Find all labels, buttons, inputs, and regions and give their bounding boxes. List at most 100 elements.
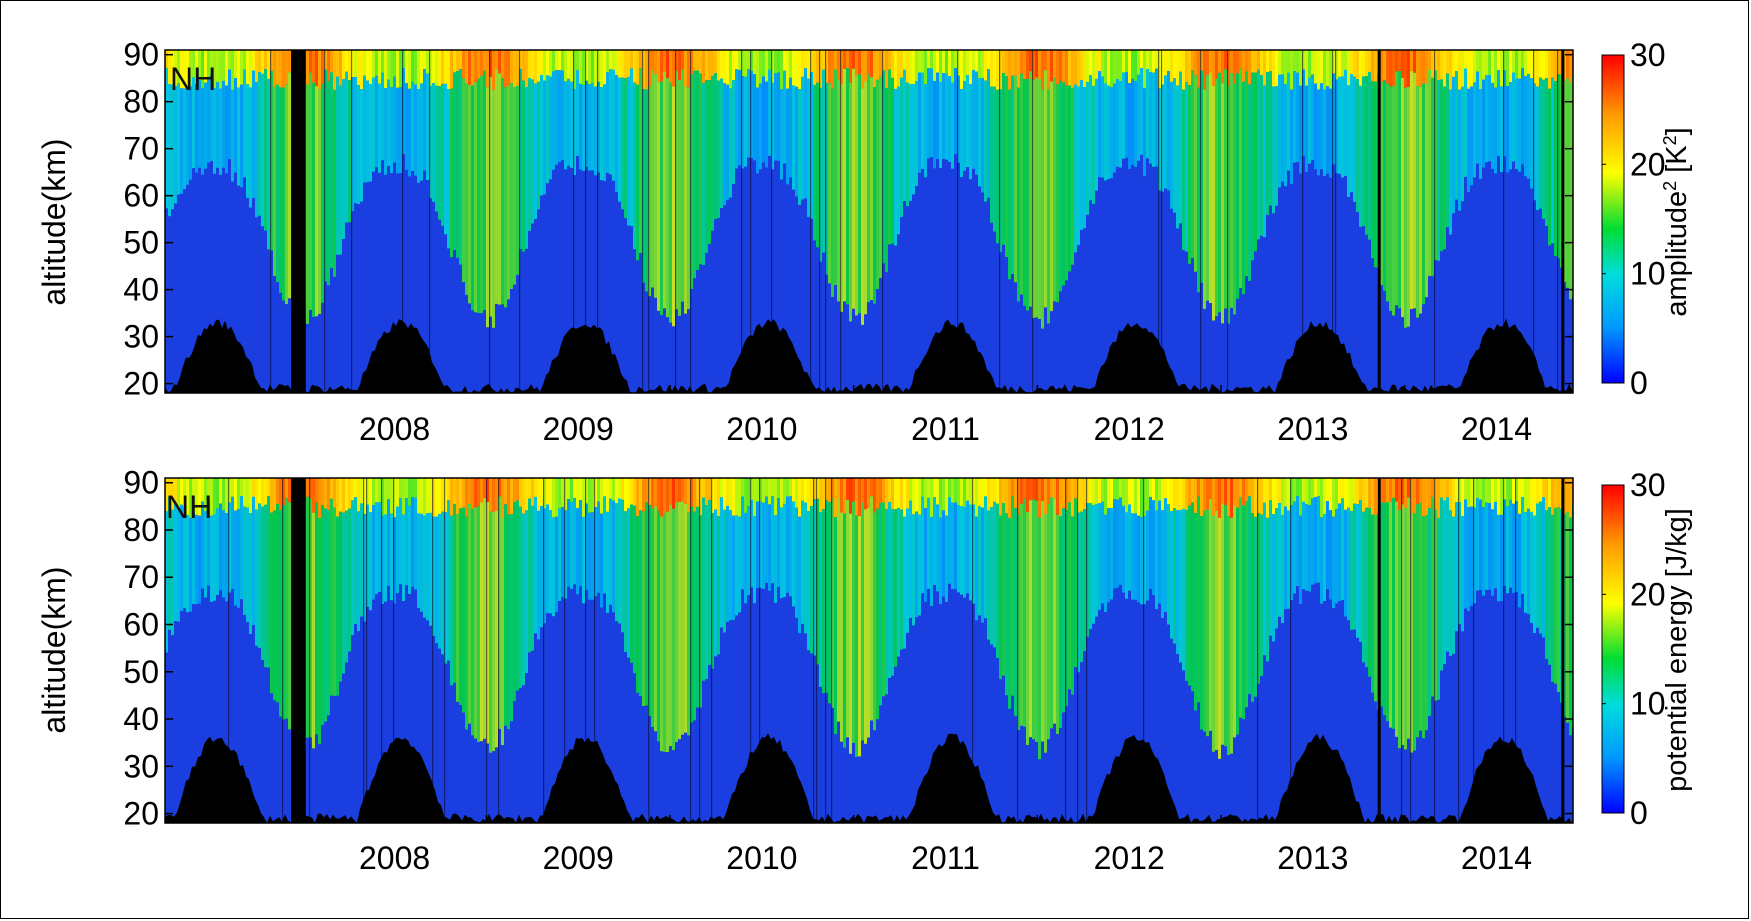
heatmap-cell <box>312 478 315 513</box>
heatmap-cell <box>414 497 417 590</box>
heatmap-cell <box>954 478 957 503</box>
heatmap-cell <box>783 478 786 504</box>
x-tick-label: 2011 <box>911 840 980 876</box>
heatmap-cell <box>1485 478 1488 503</box>
heatmap-cell <box>525 510 528 673</box>
heatmap-cell <box>1383 80 1386 291</box>
heatmap-cell <box>1470 478 1473 507</box>
heatmap-cell <box>948 76 951 162</box>
heatmap-cell <box>840 83 843 312</box>
heatmap-cell <box>1110 87 1113 179</box>
heatmap-cell <box>603 496 606 594</box>
heatmap-cell <box>522 50 525 81</box>
heatmap-cell <box>804 50 807 69</box>
heatmap-cell <box>1215 510 1218 750</box>
heatmap-cell <box>861 478 864 503</box>
heatmap-cell <box>660 81 663 315</box>
heatmap-cell <box>1386 50 1389 84</box>
heatmap-cell <box>801 500 804 624</box>
heatmap-cell <box>246 478 249 508</box>
heatmap-cell <box>1407 478 1410 498</box>
heatmap-cell <box>1038 78 1041 320</box>
heatmap-cell <box>273 478 276 511</box>
heatmap-cell <box>828 502 831 704</box>
heatmap-cell <box>684 86 687 314</box>
heatmap-cell <box>1155 50 1158 69</box>
heatmap-cell <box>861 50 864 89</box>
heatmap-cell <box>1053 498 1056 724</box>
heatmap-cell <box>168 84 171 217</box>
heatmap-cell <box>279 509 282 717</box>
heatmap-cell <box>183 478 186 507</box>
heatmap-cell <box>1170 50 1173 82</box>
heatmap-cell <box>1035 500 1038 742</box>
heatmap-cell <box>969 504 972 601</box>
heatmap-cell <box>441 511 444 655</box>
heatmap-cell <box>756 501 759 588</box>
heatmap-cell <box>753 516 756 604</box>
heatmap-cell <box>408 88 411 177</box>
heatmap-cell <box>1107 478 1110 509</box>
heatmap-cell <box>1209 50 1212 73</box>
heatmap-cell <box>1158 500 1161 604</box>
heatmap-streak <box>1410 478 1412 823</box>
heatmap-cell <box>564 81 567 170</box>
heatmap-cell <box>402 68 405 155</box>
heatmap-cell <box>1416 504 1419 738</box>
heatmap-cell <box>672 508 675 751</box>
colorbar-tick-label: 20 <box>1630 576 1666 612</box>
heatmap-cell <box>984 496 987 619</box>
heatmap-cell <box>348 478 351 509</box>
heatmap-cell <box>702 50 705 83</box>
heatmap-cell <box>495 68 498 304</box>
heatmap-cell <box>384 88 387 175</box>
heatmap-cell <box>513 87 516 285</box>
heatmap-cell <box>1068 478 1071 503</box>
heatmap-cell <box>870 77 873 301</box>
heatmap-cell <box>672 86 675 327</box>
heatmap-cell <box>591 512 594 600</box>
heatmap-cell <box>198 478 201 516</box>
heatmap-cell <box>1275 86 1278 206</box>
heatmap-cell <box>807 511 810 651</box>
heatmap-cell <box>192 50 195 78</box>
heatmap-cell <box>861 502 864 741</box>
heatmap-cell <box>354 497 357 625</box>
heatmap-cell <box>681 478 684 502</box>
heatmap-streak <box>771 50 773 393</box>
heatmap-cell <box>1548 507 1551 665</box>
heatmap-cell <box>1452 478 1455 517</box>
heatmap-streak <box>1335 50 1337 393</box>
heatmap-cell <box>693 50 696 71</box>
heatmap-cell <box>1236 73 1239 299</box>
x-tick-label: 2012 <box>1094 840 1165 876</box>
heatmap-cell <box>924 508 927 602</box>
heatmap-cell <box>1086 50 1089 82</box>
heatmap-cell <box>213 478 216 515</box>
heatmap-cell <box>1200 70 1203 283</box>
heatmap-cell <box>762 502 765 590</box>
heatmap-cell <box>1287 510 1290 609</box>
heatmap-cell <box>1524 512 1527 613</box>
heatmap-cell <box>954 50 957 69</box>
heatmap-cell <box>1182 89 1185 251</box>
heatmap-cell <box>1566 478 1569 513</box>
heatmap-cell <box>180 478 183 505</box>
heatmap-cell <box>825 500 828 693</box>
heatmap-cell <box>177 50 180 84</box>
heatmap-cell <box>654 74 657 298</box>
heatmap-cell <box>1128 50 1131 84</box>
heatmap-cell <box>630 68 633 227</box>
heatmap-cell <box>348 80 351 223</box>
heatmap-cell <box>225 513 228 602</box>
heatmap-cell <box>246 50 249 85</box>
heatmap-cell <box>255 509 258 646</box>
heatmap-cell <box>723 83 726 206</box>
heatmap-cell <box>1269 71 1272 206</box>
heatmap-cell <box>366 80 369 183</box>
heatmap-cell <box>459 69 462 265</box>
heatmap-cell <box>1044 478 1047 515</box>
heatmap-cell <box>270 512 273 694</box>
heatmap-cell <box>660 478 663 517</box>
heatmap-cell <box>429 50 432 86</box>
